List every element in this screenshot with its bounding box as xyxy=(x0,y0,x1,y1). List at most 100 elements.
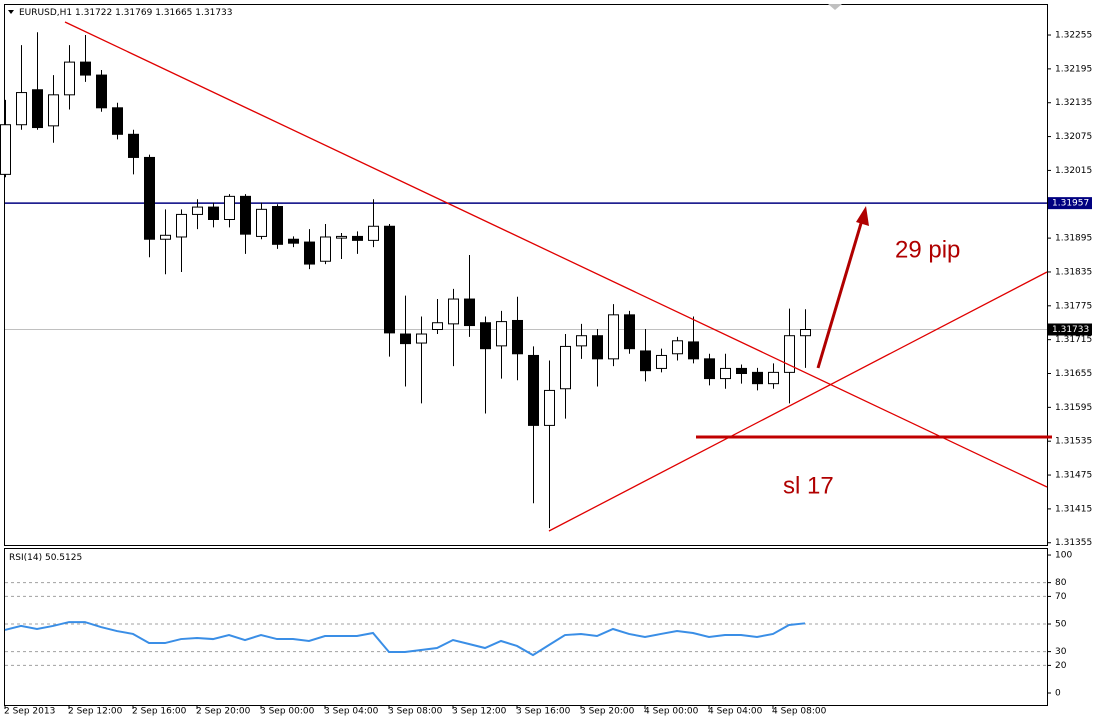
candle-body xyxy=(208,206,219,220)
candle-body xyxy=(672,340,683,355)
candle-body xyxy=(784,335,795,373)
y-tick-label: 1.32255 xyxy=(1055,31,1092,41)
y-tick-label: 30 xyxy=(1055,647,1067,657)
candle-body xyxy=(288,238,299,244)
x-tick-label: 3 Sep 00:00 xyxy=(260,707,315,717)
candle-body xyxy=(368,225,379,241)
price-tag-label: 1.31733 xyxy=(1052,325,1089,335)
y-tick-label: 1.31775 xyxy=(1055,301,1092,311)
x-tick-label: 2 Sep 12:00 xyxy=(68,707,123,717)
rsi-line xyxy=(4,621,806,657)
y-tick-label: 80 xyxy=(1055,578,1067,588)
candle-body xyxy=(656,354,667,369)
candle-body xyxy=(560,345,571,390)
arrow-head xyxy=(856,206,869,226)
x-tick-label: 2 Sep 16:00 xyxy=(132,707,187,717)
candle-body xyxy=(752,371,763,385)
candle-body xyxy=(736,367,747,375)
candle-body xyxy=(144,156,155,240)
candle-body xyxy=(0,124,11,175)
y-tick-label: 1.31655 xyxy=(1055,369,1092,379)
x-tick-label: 3 Sep 16:00 xyxy=(516,707,571,717)
candle-body xyxy=(192,206,203,215)
candle-body xyxy=(464,298,475,327)
candle-body xyxy=(304,241,315,265)
x-tick-label: 4 Sep 04:00 xyxy=(708,707,763,717)
y-tick-label: 50 xyxy=(1055,620,1067,630)
candle-body xyxy=(592,335,603,360)
candle-body xyxy=(720,367,731,380)
price-tag xyxy=(1048,323,1092,336)
x-tick-label: 3 Sep 08:00 xyxy=(388,707,443,717)
candle-body xyxy=(80,61,91,76)
price-tag xyxy=(1048,197,1092,210)
candle-body xyxy=(624,314,635,350)
y-tick-label: 70 xyxy=(1055,592,1067,602)
y-tick-label: 100 xyxy=(1055,551,1072,561)
y-tick-label: 1.31595 xyxy=(1055,403,1092,413)
x-tick-label: 2 Sep 2013 xyxy=(4,707,55,717)
y-tick-label: 0 xyxy=(1055,688,1061,698)
candle-body xyxy=(608,314,619,360)
candle-body xyxy=(336,235,347,239)
candle-body xyxy=(768,371,779,385)
candle-body xyxy=(544,389,555,426)
candle-body xyxy=(640,350,651,372)
price-pane xyxy=(4,4,1048,546)
candle-body xyxy=(512,319,523,355)
candle-body xyxy=(128,133,139,158)
candle-body xyxy=(320,236,331,262)
candle-body xyxy=(160,234,171,240)
symbol: EURUSD,H1 xyxy=(19,8,72,18)
low: 1.31665 xyxy=(155,8,192,18)
annotation: sl 17 xyxy=(783,472,834,499)
x-tick-label: 2 Sep 20:00 xyxy=(196,707,251,717)
rsi-header: RSI(14) 50.5125 xyxy=(9,553,82,563)
target-arrow xyxy=(816,219,864,369)
y-tick-label: 1.31475 xyxy=(1055,471,1092,481)
y-tick-label: 1.31715 xyxy=(1055,335,1092,345)
menu-arrow xyxy=(8,10,14,14)
candle-body xyxy=(48,94,59,127)
x-tick-label: 4 Sep 08:00 xyxy=(772,707,827,717)
candle-body xyxy=(416,333,427,344)
x-tick-label: 3 Sep 04:00 xyxy=(324,707,379,717)
candle-body xyxy=(176,213,187,238)
rsi-pane xyxy=(4,548,1048,706)
candle-body xyxy=(256,208,267,237)
rsi-title: RSI(14) xyxy=(9,553,42,563)
candle-body xyxy=(64,61,75,96)
candle-body xyxy=(432,322,443,331)
candle-body xyxy=(704,358,715,380)
candle-body xyxy=(32,89,43,129)
candle-body xyxy=(96,74,107,109)
y-tick-label: 1.32135 xyxy=(1055,98,1092,108)
x-tick-label: 4 Sep 00:00 xyxy=(644,707,699,717)
candle-body xyxy=(272,206,283,245)
candle-body xyxy=(16,92,27,126)
candle-body xyxy=(400,333,411,345)
candle-body xyxy=(352,235,363,241)
shift-marker xyxy=(828,4,842,10)
x-tick-label: 3 Sep 20:00 xyxy=(580,707,635,717)
trend-line xyxy=(64,21,1048,488)
candle-body xyxy=(384,225,395,334)
y-tick-label: 1.31535 xyxy=(1055,437,1092,447)
y-tick-label: 20 xyxy=(1055,661,1067,671)
trend-line xyxy=(548,271,1048,532)
candle-body xyxy=(800,329,811,337)
chart-header: EURUSD,H1 1.31722 1.31769 1.31665 1.3173… xyxy=(19,8,233,18)
candle-body xyxy=(448,298,459,325)
high: 1.31769 xyxy=(115,8,152,18)
candle-body xyxy=(480,322,491,350)
y-tick-label: 1.31355 xyxy=(1055,538,1092,548)
candle-body xyxy=(576,335,587,347)
candle-body xyxy=(112,107,123,135)
y-tick-label: 1.32195 xyxy=(1055,64,1092,74)
candle-body xyxy=(224,195,235,220)
y-tick-label: 1.32015 xyxy=(1055,166,1092,176)
y-tick-label: 1.31895 xyxy=(1055,234,1092,244)
annotation: 29 pip xyxy=(895,236,960,263)
candle-body xyxy=(496,321,507,347)
